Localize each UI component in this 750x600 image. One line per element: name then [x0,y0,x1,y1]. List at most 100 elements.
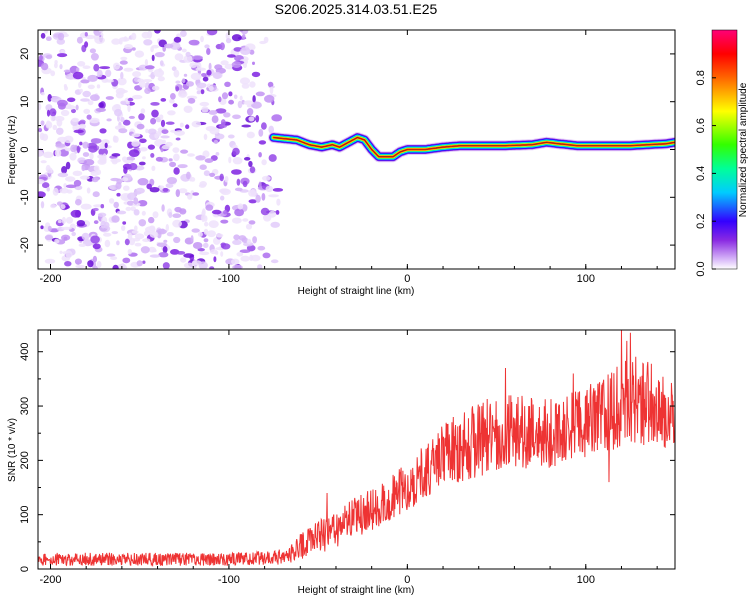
spectrogram-noise-blob [42,182,50,189]
spectrogram-noise-blob [143,39,153,46]
spectrogram-noise-blob [220,219,229,224]
spectrogram-noise-blob [195,155,206,161]
spectrogram-noise-blob [97,212,107,217]
spectrogram-noise-blob [138,161,146,166]
spectrogram-noise-blob [70,144,77,153]
snr-frame [37,329,676,570]
snr-panel: -200 -100 0 100 0 100 200 300 400 Height of str… [7,329,676,596]
spectrogram-noise-blob [69,152,77,161]
spectrogram-noise-blob [116,210,127,215]
spectrogram-noise-blob [252,61,255,65]
spectrogram-noise-blob [169,42,181,50]
spectrogram-noise-blob [44,258,56,264]
spectrogram-noise-blob [150,46,154,53]
spectrogram-noise-blob [211,209,222,215]
spectrogram-noise-blob [205,126,217,132]
spectrogram-noise-blob [232,239,242,245]
snr-y-tick-label: 200 [19,451,31,469]
colorbar-ticks: 0.0 0.2 0.4 0.6 0.8 [695,70,716,277]
spectrogram-noise-blob [260,207,270,216]
spectrogram-noise-blob [219,173,224,182]
spectrogram-noise-blob [163,239,168,243]
spectrogram-noise-blob [105,69,112,78]
spectrogram-noise-blob [97,154,105,159]
spectrogram-x-tick-label: 100 [577,273,595,285]
spectrogram-noise-blob [213,139,219,144]
spectrogram-noise-blob [41,92,45,96]
spectrogram-noise-blob [156,228,167,235]
spectrogram-noise-blob [84,41,89,48]
spectrogram-noise-blob [252,95,256,104]
spectrogram-noise-blob [45,36,52,41]
spectrogram-noise-blob [268,125,275,134]
spectrogram-noise-blob [138,64,148,71]
spectrogram-noise-blob [156,130,162,137]
spectrogram-y-tick-label: 0 [19,146,31,152]
spectrogram-noise-blob [236,178,241,186]
spectrogram-noise-blob [208,85,214,91]
spectrogram-noise-blob [92,243,101,250]
spectrogram-noise-blob [190,177,196,182]
spectrogram-noise-blob [119,40,123,45]
spectrogram-noise-blob [215,152,220,156]
spectrogram-noise-blob [241,83,250,89]
snr-y-tick-label: 100 [19,506,31,524]
spectrogram-noise-blob [220,195,225,201]
spectrogram-noise-blob [236,252,244,257]
spectrogram-noise-blob [255,115,260,123]
spectrogram-noise-blob [261,122,267,130]
spectrogram-noise-blob [173,236,181,244]
spectrogram-noise-blob [161,144,171,150]
spectrogram-noise-blob [105,96,114,100]
spectrogram-noise-blob [159,114,164,120]
spectrogram-noise-blob [144,59,148,66]
spectrogram-noise-blob [206,69,212,76]
spectrogram-noise-blob [61,226,72,230]
spectrogram-noise-blob [232,114,241,120]
spectrogram-noise-blob [69,65,79,74]
spectrogram-noise-blob [71,117,79,122]
spectrogram-noise-blob [243,62,247,68]
spectrogram-noise-blob [47,225,52,232]
spectrogram-noise-blob [151,165,156,171]
spectrogram-noise-blob [40,32,46,39]
spectrogram-noise-blob [139,80,146,88]
spectrogram-noise-blob [128,149,140,158]
spectrogram-noise-blob [203,242,209,248]
spectrogram-noise-blob [162,262,170,269]
spectrogram-noise-blob [174,130,185,136]
spectrogram-noise-blob [173,69,180,78]
spectrogram-noise-blob [246,131,255,139]
spectrogram-noise-blob [121,225,126,232]
spectrogram-noise-blob [214,64,223,70]
spectrogram-y-axis: -20 -10 0 10 20 [19,29,675,270]
colorbar-label: Normalized spectral amplitude [738,82,749,217]
spectrogram-noise-blob [249,81,256,88]
spectrogram-noise-blob [71,108,76,114]
spectrogram-noise-blob [270,221,281,228]
spectrogram-noise-blob [246,238,252,245]
spectrogram-noise-blob [64,85,68,91]
spectrogram-noise-blob [154,52,165,58]
spectrogram-noise-blob [176,251,186,255]
spectrogram-noise-blob [200,89,205,95]
spectrogram-noise-blob [88,145,98,153]
spectrogram-noise-blob [100,32,104,38]
spectrogram-noise-blob [204,221,209,227]
spectrogram-noise-blob [240,47,251,55]
spectrogram-noise-blob [250,188,257,197]
spectrogram-noise-blob [121,177,129,182]
spectrogram-noise-blob [63,69,71,73]
spectrogram-noise-blob [142,260,146,264]
spectrogram-noise-blob [144,65,155,70]
spectrogram-noise-blob [98,30,104,33]
spectrogram-noise-blob [86,187,91,194]
spectrogram-noise-blob [38,150,44,157]
spectrogram-noise-blob [123,185,130,191]
spectrogram-noise-blob [65,184,77,189]
spectrogram-noise-blob [52,187,59,196]
spectrogram-noise-blob [65,216,74,224]
spectrogram-ridge-centerline [273,137,675,157]
spectrogram-noise-blob [172,219,183,228]
